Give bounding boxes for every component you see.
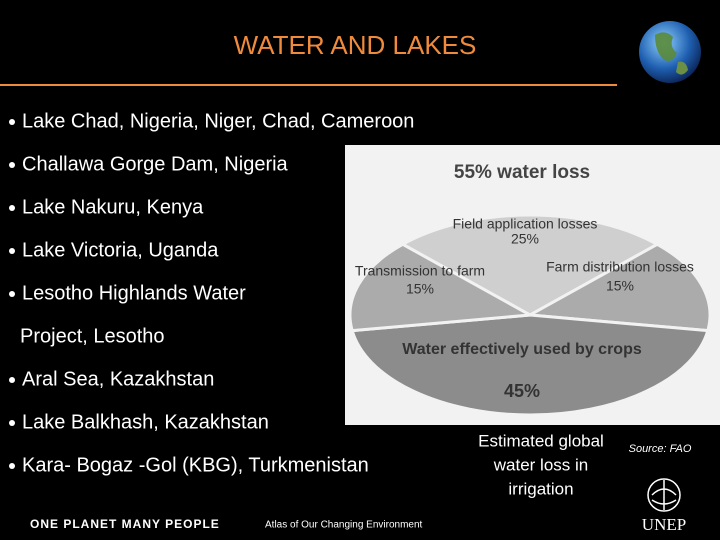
- slice-value: 15%: [606, 278, 634, 294]
- globe-icon: [639, 21, 701, 83]
- bullet-text: Lesotho Highlands Water: [22, 282, 246, 304]
- pie-slice: [348, 242, 536, 333]
- unep-emblem: [647, 478, 681, 512]
- slice-label: Field application losses: [453, 216, 598, 232]
- caption-line: irrigation: [508, 479, 573, 498]
- source: Source: FAO: [629, 443, 692, 455]
- slice-label: Transmission to farm: [355, 263, 485, 279]
- slide-title: WATER AND LAKES: [234, 30, 477, 60]
- footer-subtitle: Atlas of Our Changing Environment: [265, 520, 423, 531]
- bullet-dot: [9, 248, 15, 254]
- bullet-text: Kara- Bogaz -Gol (KBG), Turkmenistan: [22, 454, 369, 476]
- bullet-text: Aral Sea, Kazakhstan: [22, 368, 214, 390]
- bullet-text: Lake Victoria, Uganda: [22, 239, 219, 261]
- pie-slice: [524, 242, 712, 333]
- slice-label: Water effectively used by crops: [402, 341, 642, 358]
- bullet-text: Lake Balkhash, Kazakhstan: [22, 411, 269, 433]
- bullet-text: Lake Chad, Nigeria, Niger, Chad, Cameroo…: [22, 110, 414, 132]
- caption-line: water loss in: [493, 455, 588, 474]
- bullet-dot: [9, 119, 15, 125]
- bullet-text: Challawa Gorge Dam, Nigeria: [22, 153, 289, 175]
- bullet-dot: [9, 291, 15, 297]
- bullet-text: Lake Nakuru, Kenya: [22, 196, 204, 218]
- bullet-dot: [9, 420, 15, 426]
- slice-value: 25%: [511, 231, 539, 247]
- slice-value: 45%: [504, 381, 540, 401]
- footer-brand: ONE PLANET MANY PEOPLE: [30, 517, 220, 531]
- bullet-text: Project, Lesotho: [20, 325, 165, 347]
- pie-slice: [399, 213, 661, 317]
- bullet-dot: [9, 162, 15, 168]
- slice-label: Farm distribution losses: [546, 259, 694, 275]
- slice-value: 15%: [406, 281, 434, 297]
- logo-text: UNEP: [642, 515, 686, 534]
- bullet-dot: [9, 377, 15, 383]
- figure-title: 55% water loss: [454, 162, 590, 183]
- caption-line: Estimated global: [478, 431, 604, 450]
- bullet-dot: [9, 205, 15, 211]
- bullet-dot: [9, 463, 15, 469]
- pie-slice: [350, 313, 710, 417]
